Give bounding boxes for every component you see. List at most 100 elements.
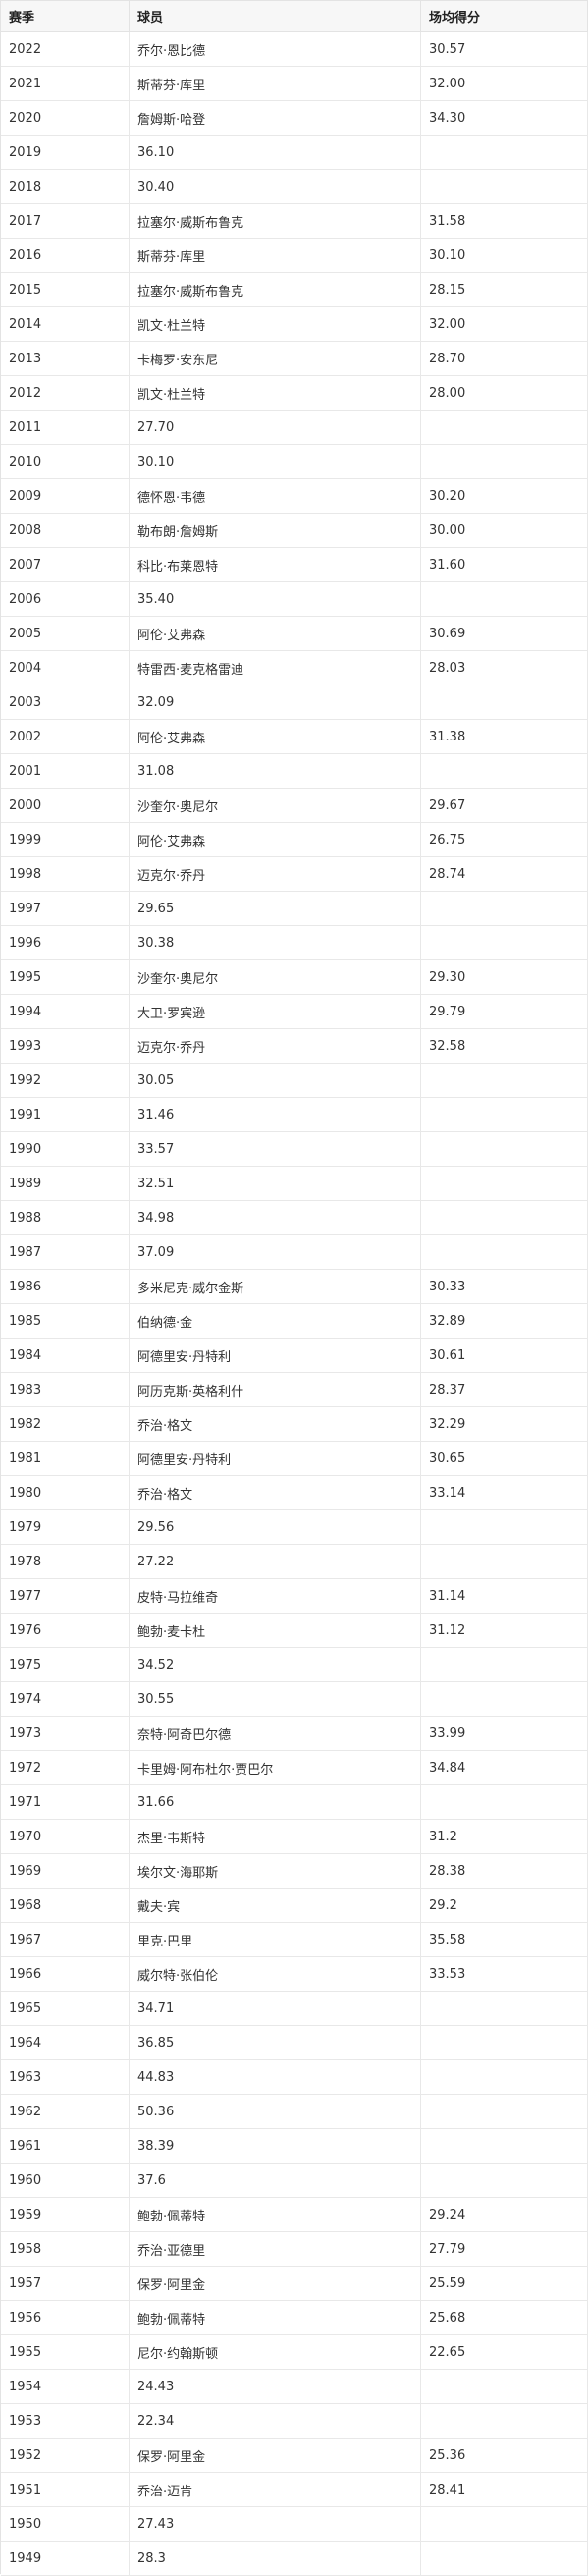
- ppg-cell: [421, 1682, 588, 1716]
- ppg-cell: [421, 926, 588, 959]
- player-cell: 凯文·杜兰特: [130, 376, 421, 410]
- season-cell: 1968: [1, 1889, 130, 1922]
- player-cell: 尼尔·约翰斯顿: [130, 2335, 421, 2369]
- player-cell: 卡里姆·阿布杜尔·贾巴尔: [130, 1751, 421, 1784]
- player-cell: 30.40: [130, 170, 421, 203]
- season-cell: 1972: [1, 1751, 130, 1784]
- player-cell: 31.08: [130, 754, 421, 788]
- table-row: 1963 44.83: [1, 2060, 588, 2095]
- table-row: 1962 50.36: [1, 2095, 588, 2129]
- player-cell: 杰里·韦斯特: [130, 1820, 421, 1853]
- table-row: 1973 奈特·阿奇巴尔德 33.99: [1, 1717, 588, 1751]
- ppg-cell: 28.38: [421, 1854, 588, 1888]
- table-row: 2019 36.10: [1, 136, 588, 170]
- table-row: 1957 保罗·阿里金 25.59: [1, 2267, 588, 2301]
- header-player: 球员: [130, 1, 421, 31]
- season-cell: 2019: [1, 136, 130, 169]
- ppg-cell: 35.58: [421, 1923, 588, 1956]
- season-cell: 1957: [1, 2267, 130, 2300]
- player-cell: 乔治·格文: [130, 1407, 421, 1441]
- player-cell: 29.65: [130, 892, 421, 925]
- ppg-cell: 25.36: [421, 2439, 588, 2472]
- season-cell: 1949: [1, 2542, 130, 2575]
- player-cell: 迈克尔·乔丹: [130, 857, 421, 891]
- player-cell: 保罗·阿里金: [130, 2267, 421, 2300]
- season-cell: 2018: [1, 170, 130, 203]
- player-cell: 乔治·亚德里: [130, 2232, 421, 2266]
- player-cell: 38.39: [130, 2129, 421, 2163]
- season-cell: 1971: [1, 1785, 130, 1819]
- player-cell: 34.52: [130, 1648, 421, 1681]
- table-row: 2005 阿伦·艾弗森 30.69: [1, 617, 588, 651]
- table-row: 1950 27.43: [1, 2507, 588, 2542]
- ppg-cell: [421, 1235, 588, 1269]
- ppg-cell: 25.59: [421, 2267, 588, 2300]
- table-row: 1992 30.05: [1, 1064, 588, 1098]
- season-cell: 1970: [1, 1820, 130, 1853]
- ppg-cell: [421, 1648, 588, 1681]
- ppg-cell: [421, 2129, 588, 2163]
- player-cell: 沙奎尔·奥尼尔: [130, 789, 421, 822]
- ppg-cell: [421, 1785, 588, 1819]
- player-cell: 勒布朗·詹姆斯: [130, 514, 421, 547]
- player-cell: 凯文·杜兰特: [130, 307, 421, 341]
- ppg-cell: [421, 136, 588, 169]
- table-row: 2001 31.08: [1, 754, 588, 789]
- table-row: 2000 沙奎尔·奥尼尔 29.67: [1, 789, 588, 823]
- season-cell: 2006: [1, 582, 130, 616]
- ppg-cell: [421, 1098, 588, 1131]
- player-cell: 里克·巴里: [130, 1923, 421, 1956]
- season-cell: 1980: [1, 1476, 130, 1509]
- header-season: 赛季: [1, 1, 130, 31]
- player-cell: 37.09: [130, 1235, 421, 1269]
- player-cell: 德怀恩·韦德: [130, 479, 421, 513]
- player-cell: 27.22: [130, 1545, 421, 1578]
- ppg-cell: 28.74: [421, 857, 588, 891]
- ppg-cell: 31.14: [421, 1579, 588, 1613]
- ppg-cell: 30.10: [421, 239, 588, 272]
- season-cell: 2000: [1, 789, 130, 822]
- season-cell: 2007: [1, 548, 130, 581]
- table-row: 1975 34.52: [1, 1648, 588, 1682]
- season-cell: 1955: [1, 2335, 130, 2369]
- ppg-cell: 31.12: [421, 1614, 588, 1647]
- table-row: 1994 大卫·罗宾逊 29.79: [1, 995, 588, 1029]
- season-cell: 1997: [1, 892, 130, 925]
- player-cell: 奈特·阿奇巴尔德: [130, 1717, 421, 1750]
- ppg-cell: [421, 892, 588, 925]
- season-cell: 1965: [1, 1992, 130, 2025]
- ppg-cell: 32.89: [421, 1304, 588, 1338]
- ppg-cell: [421, 1545, 588, 1578]
- table-row: 1954 24.43: [1, 2370, 588, 2404]
- season-cell: 2002: [1, 720, 130, 753]
- player-cell: 30.38: [130, 926, 421, 959]
- table-row: 1977 皮特·马拉维奇 31.14: [1, 1579, 588, 1614]
- season-cell: 2020: [1, 101, 130, 135]
- season-cell: 1995: [1, 960, 130, 994]
- table-row: 1987 37.09: [1, 1235, 588, 1270]
- ppg-cell: 32.00: [421, 307, 588, 341]
- player-cell: 皮特·马拉维奇: [130, 1579, 421, 1613]
- table-row: 2014 凯文·杜兰特 32.00: [1, 307, 588, 342]
- table-row: 1998 迈克尔·乔丹 28.74: [1, 857, 588, 892]
- player-cell: 31.66: [130, 1785, 421, 1819]
- player-cell: 特雷西·麦克格雷迪: [130, 651, 421, 685]
- player-cell: 34.71: [130, 1992, 421, 2025]
- season-cell: 1974: [1, 1682, 130, 1716]
- ppg-cell: 34.84: [421, 1751, 588, 1784]
- ppg-cell: [421, 582, 588, 616]
- ppg-cell: 27.79: [421, 2232, 588, 2266]
- season-cell: 1956: [1, 2301, 130, 2334]
- ppg-cell: [421, 1064, 588, 1097]
- player-cell: 埃尔文·海耶斯: [130, 1854, 421, 1888]
- ppg-cell: 30.69: [421, 617, 588, 650]
- table-row: 1972 卡里姆·阿布杜尔·贾巴尔 34.84: [1, 1751, 588, 1785]
- ppg-cell: 30.33: [421, 1270, 588, 1303]
- season-cell: 1999: [1, 823, 130, 856]
- season-cell: 1983: [1, 1373, 130, 1406]
- player-cell: 伯纳德·金: [130, 1304, 421, 1338]
- table-body: 2022 乔尔·恩比德 30.57 2021 斯蒂芬·库里 32.00 2020 詹姆斯·哈登…: [1, 32, 588, 2576]
- table-row: 1968 戴夫·宾 29.2: [1, 1889, 588, 1923]
- season-cell: 2004: [1, 651, 130, 685]
- table-row: 2017 拉塞尔·威斯布鲁克 31.58: [1, 204, 588, 239]
